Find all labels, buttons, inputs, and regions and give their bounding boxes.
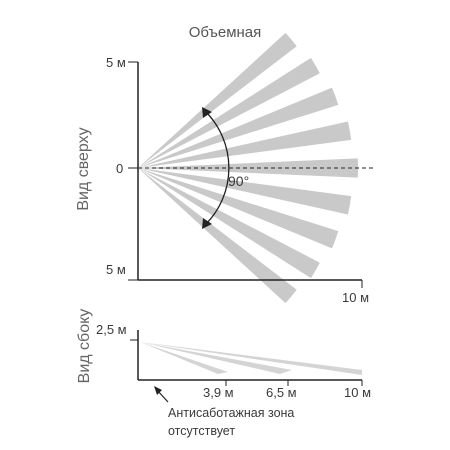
top-view-beam — [138, 158, 359, 178]
top-view-beam — [138, 87, 339, 168]
side-height-label: 2,5 м — [96, 322, 127, 337]
side-view-beam — [140, 342, 292, 374]
top-view-beam — [138, 121, 352, 168]
y-top-label: 5 м — [106, 55, 126, 70]
side-view-label: Вид сбоку — [76, 308, 93, 384]
side-view-beam — [140, 342, 362, 375]
angle-arc — [205, 111, 230, 225]
top-view-label: Вид сверху — [75, 127, 92, 211]
distance-label-2: 6,5 м — [266, 385, 297, 400]
distance-label-3: 10 м — [344, 385, 372, 400]
note-line-2: отсутствует — [168, 424, 236, 438]
note-line-1: Антисаботажная зона — [168, 406, 295, 420]
arc-arrowhead-bottom — [202, 218, 212, 229]
x-end-label: 10 м — [342, 290, 370, 305]
top-view-beam — [138, 32, 297, 169]
side-view-beam — [140, 342, 228, 374]
top-view-beams — [138, 32, 359, 304]
top-view-beam — [138, 168, 339, 249]
top-view-beam — [138, 168, 320, 279]
top-view-beam — [138, 168, 297, 304]
top-view-beam — [138, 168, 352, 215]
top-view-beam — [138, 57, 320, 168]
angle-label: 90° — [228, 173, 250, 189]
side-view-beams — [140, 342, 362, 375]
arc-arrowhead-top — [202, 107, 212, 118]
y-bottom-label: 5 м — [106, 262, 126, 277]
distance-label-1: 3,9 м — [203, 385, 234, 400]
note-arrowhead — [154, 386, 162, 395]
y-center-label: 0 — [116, 161, 124, 176]
diagram-title: Объемная — [188, 24, 262, 41]
